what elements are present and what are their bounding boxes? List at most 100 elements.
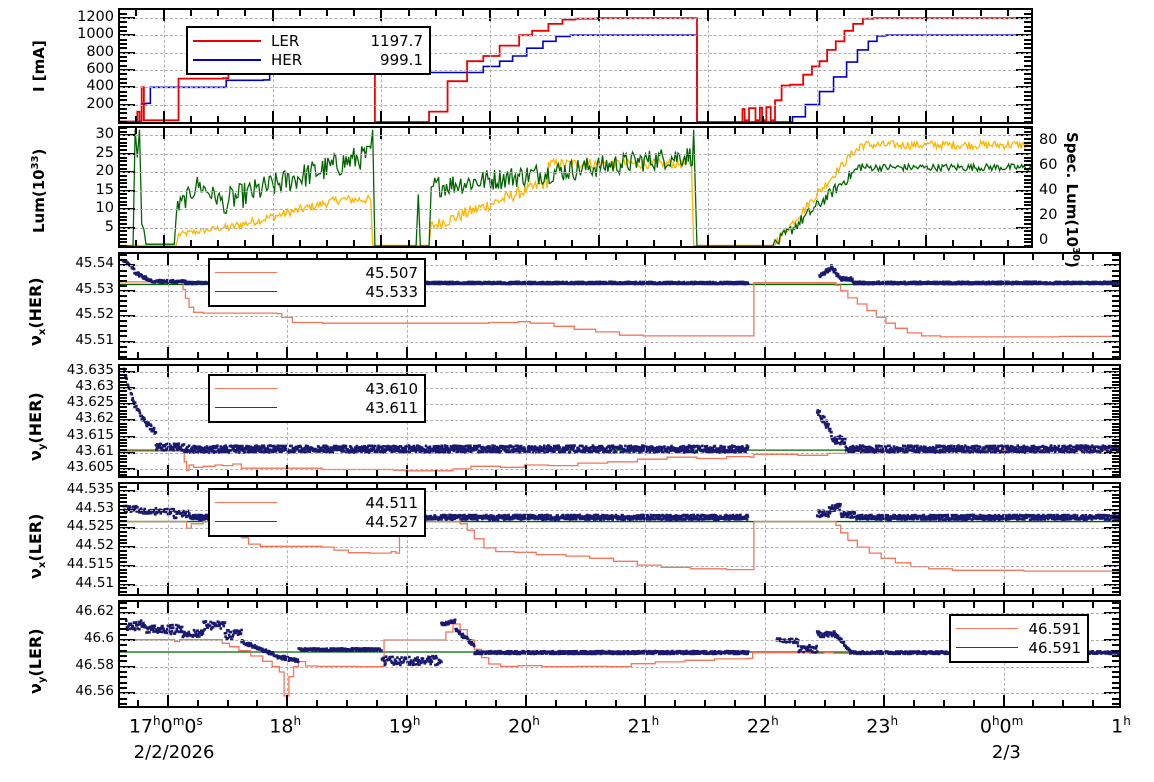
axis-tick-minor bbox=[1112, 355, 1119, 358]
axis-tick-minor bbox=[120, 628, 127, 631]
axis-tick-x-minor bbox=[516, 116, 519, 122]
axis-tick-x-minor bbox=[495, 602, 498, 608]
axis-tick-x-minor bbox=[136, 254, 139, 260]
axis-label-x: 20h bbox=[508, 714, 540, 737]
gridline-v bbox=[163, 128, 165, 246]
axis-tick-minor bbox=[1112, 474, 1119, 476]
gridline-v bbox=[167, 602, 169, 706]
gridline-h bbox=[120, 265, 1119, 267]
axis-tick-x-minor bbox=[843, 240, 846, 246]
axis-label-x: 0h0m bbox=[980, 714, 1024, 737]
axis-tick-x-minor bbox=[135, 128, 138, 134]
axis-tick-minor bbox=[120, 523, 127, 526]
axis-tick-minor bbox=[1024, 95, 1031, 97]
legend-p4: 43.610 43.611 bbox=[208, 374, 426, 423]
axis-tick-minor bbox=[1112, 464, 1119, 467]
axis-tick-minor bbox=[1024, 64, 1031, 67]
axis-tick-x-minor bbox=[495, 366, 498, 372]
axis-tick-x-minor bbox=[554, 602, 557, 608]
axis-tick-x-minor bbox=[136, 602, 139, 608]
axis-tick-x-minor bbox=[345, 588, 348, 594]
axis-label-y: 43.625 bbox=[66, 394, 114, 411]
axis-tick-x-minor bbox=[136, 352, 139, 358]
axis-tick-minor bbox=[1112, 523, 1119, 526]
axis-tick-minor bbox=[120, 233, 127, 236]
legend-p5: 44.511 44.527 bbox=[208, 488, 426, 537]
axis-tick-x-minor bbox=[554, 588, 557, 594]
axis-tick-x-minor bbox=[870, 128, 873, 134]
axis-tick-minor bbox=[1024, 163, 1031, 166]
axis-tick-x-major bbox=[525, 465, 527, 476]
axis-tick-x-minor bbox=[614, 352, 617, 358]
axis-tick-x-minor bbox=[972, 484, 975, 490]
axis-tick-x-minor bbox=[256, 366, 259, 372]
axis-tick-x-minor bbox=[543, 10, 546, 16]
x-label-hour: 17 bbox=[128, 715, 154, 738]
legend-label: HER bbox=[271, 50, 303, 69]
axis-tick-minor bbox=[120, 219, 127, 222]
axis-tick-x-major bbox=[883, 602, 886, 613]
axis-tick-minor bbox=[120, 330, 127, 333]
gridline-v bbox=[381, 128, 383, 246]
axis-tick-minor bbox=[120, 149, 127, 152]
axis-date-left: 2/2/2026 bbox=[133, 742, 215, 763]
axis-tick-x-major bbox=[598, 10, 601, 21]
axis-tick-x-minor bbox=[465, 470, 468, 476]
axis-tick-minor bbox=[1112, 448, 1119, 451]
gridline-h bbox=[120, 209, 1031, 211]
tune-setpoint-trace bbox=[120, 450, 1119, 472]
x-label-hour-unit: h bbox=[651, 714, 660, 728]
axis-tick-minor bbox=[1112, 628, 1119, 631]
axis-tick-minor bbox=[1112, 279, 1119, 282]
axis-tick-x-minor bbox=[226, 602, 229, 608]
axis-tick-minor bbox=[1112, 393, 1119, 396]
legend-swatch bbox=[215, 521, 277, 522]
x-label-hour-unit: h bbox=[991, 714, 1000, 728]
gridline-v bbox=[526, 602, 527, 706]
tune-measured-scatter bbox=[124, 618, 1119, 667]
axis-label-y: 20 bbox=[95, 163, 114, 180]
legend-row: 44.527 bbox=[215, 512, 418, 531]
axis-tick-minor bbox=[120, 607, 127, 609]
axis-tick-x-minor bbox=[353, 240, 356, 246]
axis-tick-x-minor bbox=[793, 366, 796, 372]
axis-tick-x-minor bbox=[345, 366, 348, 372]
axis-tick-x-minor bbox=[571, 240, 574, 246]
axis-tick-x-minor bbox=[972, 366, 975, 372]
axis-tick-x-minor bbox=[674, 352, 677, 358]
axis-tick-x-minor bbox=[1032, 700, 1035, 706]
axis-label-y: 44.525 bbox=[66, 518, 114, 535]
gridline-v bbox=[599, 10, 601, 122]
x-label-hour: 0 bbox=[979, 715, 992, 738]
axis-tick-x-minor bbox=[345, 254, 348, 260]
x-label-hour: 22 bbox=[746, 715, 772, 738]
axis-tick-x-minor bbox=[625, 10, 628, 16]
axis-tick-x-minor bbox=[375, 366, 378, 372]
axis-tick-minor bbox=[1024, 121, 1031, 122]
axis-tick-x-minor bbox=[316, 470, 318, 476]
axis-tick-x-minor bbox=[704, 588, 707, 594]
axis-tick-minor bbox=[120, 42, 127, 45]
axis-title-nu: ν bbox=[26, 683, 45, 694]
axis-tick-x-minor bbox=[1092, 470, 1095, 476]
legend-label: LER bbox=[271, 31, 300, 50]
axis-tick-minor bbox=[120, 367, 127, 370]
axis-tick-x-minor bbox=[913, 470, 915, 476]
axis-tick-minor bbox=[1024, 237, 1031, 240]
axis-tick-minor bbox=[120, 501, 127, 503]
axis-tick-minor bbox=[120, 108, 127, 110]
x-label-hour-unit: h bbox=[532, 714, 540, 728]
axis-tick-minor bbox=[1112, 390, 1119, 393]
axis-tick-x-minor bbox=[1062, 484, 1065, 490]
gridline-v bbox=[1003, 484, 1005, 594]
axis-tick-x-minor bbox=[326, 128, 328, 134]
axis-tick-x-minor bbox=[298, 240, 301, 246]
axis-tick-x-minor bbox=[516, 10, 519, 16]
axis-tick-x-major bbox=[1002, 695, 1005, 706]
axis-tick-minor bbox=[1112, 649, 1119, 652]
axis-tick-x-major bbox=[525, 254, 527, 265]
axis-tick-minor bbox=[1112, 633, 1119, 636]
axis-tick-x-minor bbox=[733, 352, 736, 358]
axis-tick-minor bbox=[120, 633, 127, 636]
axis-tick-x-minor bbox=[913, 352, 915, 358]
